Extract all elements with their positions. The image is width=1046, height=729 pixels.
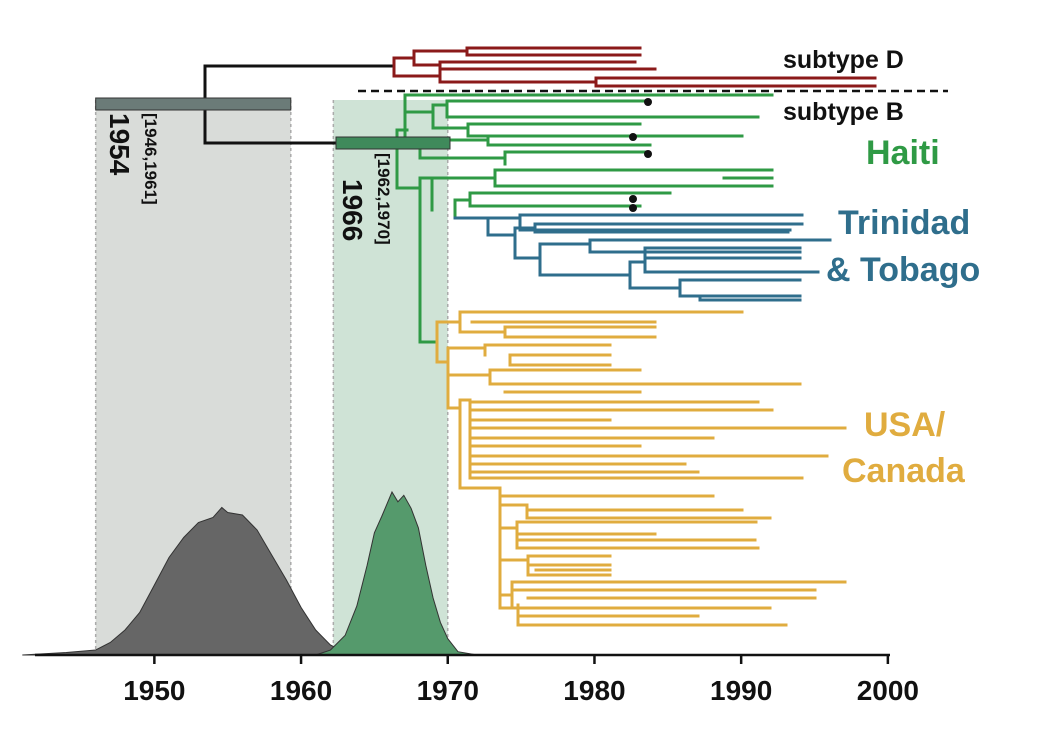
sample-dots: [629, 98, 652, 212]
label-subtype-b: subtype B: [783, 98, 904, 126]
axis-tick-label: 1990: [710, 675, 772, 706]
axis-tick-label: 1980: [563, 675, 625, 706]
subtype-b-hpd-bar: [335, 136, 451, 150]
hpd-bars: [95, 97, 451, 150]
label-trinidad-line1: Trinidad: [838, 204, 970, 242]
label-trinidad-line2: & Tobago: [826, 251, 980, 289]
root-date-interval: [1946,1961]: [141, 113, 160, 205]
subtype-b-density-curve: [315, 490, 478, 656]
axis-tick-label: 1960: [270, 675, 332, 706]
label-usa-line2: Canada: [842, 452, 966, 490]
time-axis: 1950 1960 1970 1980 1990 2000: [35, 653, 919, 706]
label-subtype-d: subtype D: [783, 46, 904, 74]
phylogenetic-tree: [203, 46, 877, 627]
label-haiti: Haiti: [866, 134, 940, 172]
root-date-year: 1954: [104, 113, 135, 176]
axis-tick-label: 1950: [123, 675, 185, 706]
axis-tick-label: 2000: [857, 675, 919, 706]
sample-dot-3: [629, 195, 637, 203]
axis-tick-label: 1970: [417, 675, 479, 706]
posterior-densities: [22, 490, 478, 656]
root-density-curve: [22, 506, 360, 656]
root-hpd-bar: [95, 97, 292, 111]
subtype-b-date-year: 1966: [337, 179, 368, 241]
subtype-b-date-interval: [1962,1970]: [374, 153, 393, 245]
sample-dot-0: [644, 98, 652, 106]
sample-dot-1: [629, 133, 637, 141]
label-usa-line1: USA/: [864, 406, 946, 444]
sample-dot-2: [644, 150, 652, 158]
sample-dot-4: [629, 204, 637, 212]
